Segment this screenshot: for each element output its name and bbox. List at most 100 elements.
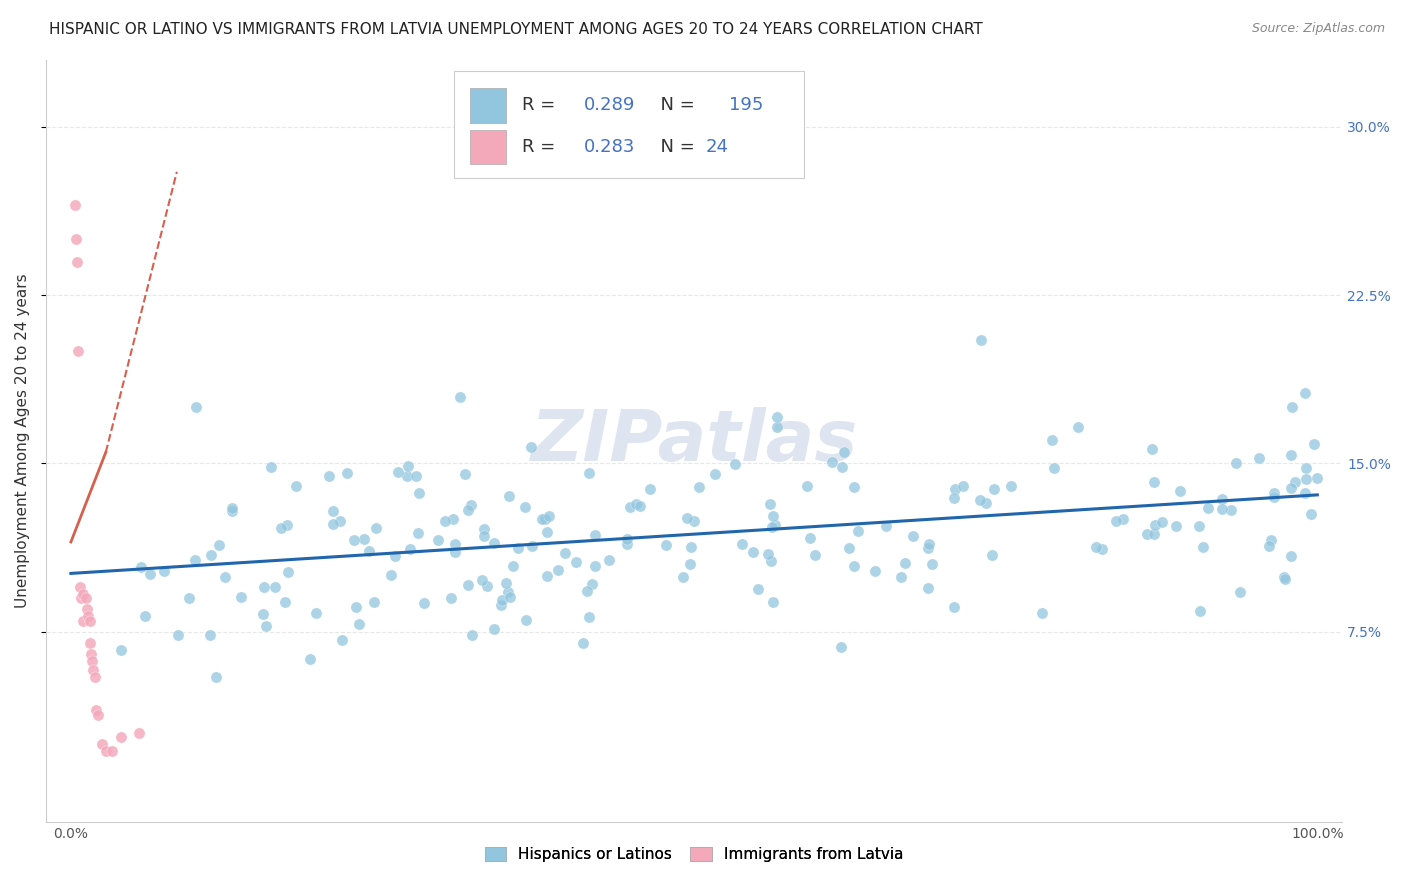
Point <box>398 541 420 556</box>
Point <box>472 529 495 543</box>
Point <box>128 725 150 739</box>
Point <box>322 516 344 531</box>
Text: N =: N = <box>648 96 700 114</box>
Point <box>179 591 201 605</box>
Point <box>65 232 87 246</box>
Point <box>471 573 494 587</box>
Point <box>875 519 897 533</box>
Text: ZIPatlas: ZIPatlas <box>530 407 858 475</box>
Point <box>441 512 464 526</box>
Point <box>981 548 1004 562</box>
Point <box>395 468 418 483</box>
Point <box>502 559 524 574</box>
Point <box>1197 501 1219 516</box>
Point <box>77 609 100 624</box>
Point <box>1301 508 1323 522</box>
Point <box>498 489 520 503</box>
Legend: Hispanics or Latinos, Immigrants from Latvia: Hispanics or Latinos, Immigrants from La… <box>478 840 910 868</box>
Point <box>1211 491 1233 506</box>
Point <box>214 570 236 584</box>
Point <box>1091 542 1114 557</box>
Point <box>1303 437 1326 451</box>
Point <box>408 486 430 500</box>
Bar <box>470 88 506 122</box>
Point <box>1105 514 1128 528</box>
Point <box>1284 475 1306 489</box>
Point <box>198 628 221 642</box>
Point <box>688 480 710 494</box>
Point <box>72 586 94 600</box>
Point <box>80 647 103 661</box>
Point <box>890 570 912 584</box>
Point <box>804 548 827 562</box>
Point <box>110 730 132 744</box>
Point <box>1166 519 1188 533</box>
Point <box>578 467 600 481</box>
Point <box>363 595 385 609</box>
Point <box>536 569 558 583</box>
Point <box>318 469 340 483</box>
Point <box>519 441 541 455</box>
Point <box>894 557 917 571</box>
Point <box>1188 519 1211 533</box>
Point <box>134 608 156 623</box>
Point <box>513 500 536 515</box>
Text: 195: 195 <box>730 96 763 114</box>
Point <box>457 503 479 517</box>
Point <box>1152 515 1174 529</box>
Point <box>943 482 966 496</box>
Point <box>67 344 90 359</box>
Point <box>79 614 101 628</box>
Point <box>491 592 513 607</box>
Point <box>598 553 620 567</box>
Point <box>440 591 463 606</box>
Point <box>1263 486 1285 500</box>
Point <box>1295 472 1317 486</box>
Point <box>76 602 98 616</box>
Point <box>917 541 939 555</box>
Point <box>129 560 152 574</box>
Point <box>252 607 274 621</box>
Point <box>1258 539 1281 553</box>
Point <box>254 618 277 632</box>
Point <box>831 460 853 475</box>
Point <box>1229 585 1251 599</box>
Point <box>547 563 569 577</box>
Point <box>305 607 328 621</box>
Point <box>1294 386 1316 401</box>
Point <box>683 514 706 528</box>
Point <box>364 520 387 534</box>
Point <box>1220 503 1243 517</box>
Point <box>655 538 678 552</box>
Point <box>530 512 553 526</box>
Point <box>253 581 276 595</box>
Point <box>628 499 651 513</box>
Point <box>918 537 941 551</box>
Point <box>84 703 107 717</box>
Point <box>842 559 865 574</box>
Point <box>344 599 367 614</box>
Point <box>94 744 117 758</box>
Point <box>942 599 965 614</box>
Point <box>75 591 97 606</box>
Point <box>619 500 641 515</box>
Point <box>454 467 477 482</box>
Point <box>434 514 457 528</box>
Point <box>482 622 505 636</box>
Point <box>943 491 966 506</box>
Point <box>506 541 529 555</box>
Point <box>82 663 104 677</box>
Point <box>444 545 467 559</box>
Point <box>396 458 419 473</box>
Point <box>846 524 869 538</box>
Point <box>581 576 603 591</box>
Point <box>1211 501 1233 516</box>
Point <box>537 509 560 524</box>
Point <box>1279 549 1302 564</box>
Point <box>761 554 783 568</box>
Point <box>412 597 434 611</box>
Point <box>1143 527 1166 541</box>
Point <box>461 628 484 642</box>
Point <box>766 409 789 424</box>
Point <box>921 557 943 571</box>
